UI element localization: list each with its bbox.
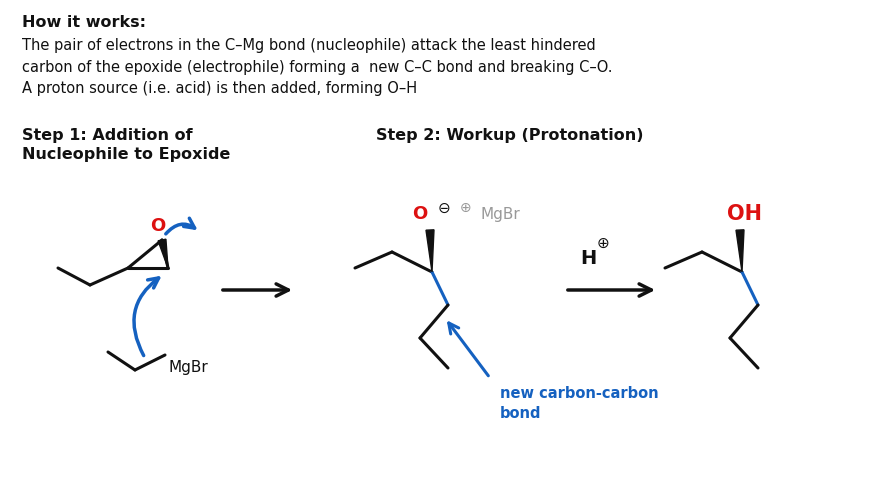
Text: O: O xyxy=(151,217,166,235)
Polygon shape xyxy=(736,230,744,272)
Text: O: O xyxy=(413,205,427,223)
Text: How it works:: How it works: xyxy=(22,15,146,30)
Text: new carbon-carbon
bond: new carbon-carbon bond xyxy=(500,386,659,421)
Text: ⊖: ⊖ xyxy=(438,201,451,215)
Text: MgBr: MgBr xyxy=(169,360,208,375)
Text: H: H xyxy=(580,248,597,267)
Text: Step 1: Addition of
Nucleophile to Epoxide: Step 1: Addition of Nucleophile to Epoxi… xyxy=(22,128,230,162)
Polygon shape xyxy=(158,239,168,268)
Polygon shape xyxy=(426,230,434,272)
Text: OH: OH xyxy=(726,204,761,224)
Text: Step 2: Workup (Protonation): Step 2: Workup (Protonation) xyxy=(376,128,644,143)
Text: The pair of electrons in the C–Mg bond (nucleophile) attack the least hindered
c: The pair of electrons in the C–Mg bond (… xyxy=(22,38,612,96)
Text: ⊕: ⊕ xyxy=(597,236,610,250)
Text: MgBr: MgBr xyxy=(480,207,519,222)
Text: ⊕: ⊕ xyxy=(460,201,471,215)
